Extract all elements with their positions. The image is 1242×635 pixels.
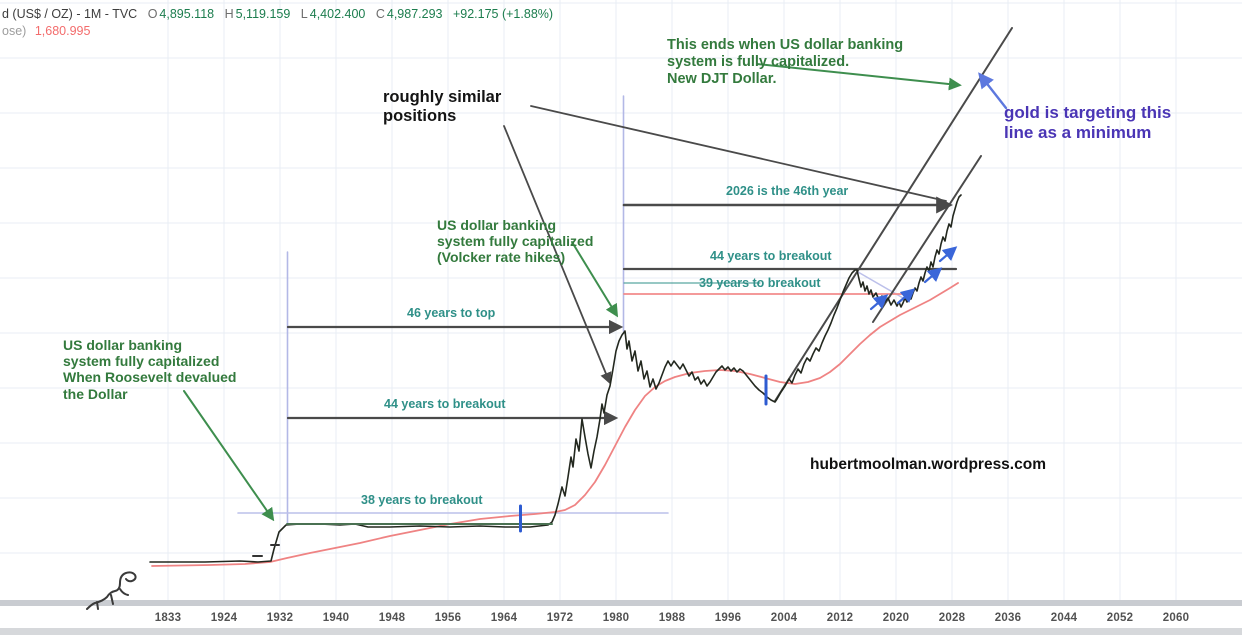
green-arrow-top [756,63,962,91]
connector-roughly-similar-2 [503,125,612,385]
change-value: +92.175 (+1.88%) [452,7,554,21]
annotation-gold-target: gold is targeting this line as a minimum [1004,103,1172,142]
blue-mark-2 [896,288,916,305]
annotation-44-years-breakout-right: 44 years to breakout [710,249,832,263]
x-label-2060: 2060 [1162,612,1190,624]
ohlc-high: H 5,119.159 [224,7,291,21]
symbol-info-bar[interactable]: d (US$ / OZ) - 1M - TVC O 4,895.118 H 5,11… [2,7,553,21]
watermark: hubertmoolman.wordpress.com [810,456,1046,473]
x-label-1940: 1940 [322,612,350,624]
annotation-this-ends: This ends when US dollar banking system … [667,37,904,87]
x-label-2036: 2036 [994,612,1022,624]
bottom-scroll-strip [0,628,1242,635]
x-label-2028: 2028 [938,612,966,624]
x-label-2020: 2020 [882,612,910,624]
x-label-1996: 1996 [714,612,742,624]
trendline-upper [872,155,982,323]
symbol-title[interactable]: d (US$ / OZ) - 1M - TVC [2,7,138,21]
x-label-2004: 2004 [770,612,798,624]
prev-close-bar: ose) 1,680.995 [2,24,90,38]
x-label-2044: 2044 [1050,612,1078,624]
x-label-1972: 1972 [546,612,574,624]
annotation-roughly-similar: roughly similar positions [383,88,502,126]
annotation-46-years-to-top: 46 years to top [407,306,496,320]
prev-close-label: ose) [2,24,27,38]
prev-close-value: 1,680.995 [34,24,91,38]
x-label-1988: 1988 [658,612,686,624]
x-label-1980: 1980 [602,612,630,624]
annotation-volcker: US dollar banking system fully capitaliz… [437,217,594,266]
ohlc-low: L 4,402.400 [300,7,366,21]
green-arrow-roosevelt [183,390,275,522]
annotation-39-years-breakout: 39 years to breakout [699,276,821,290]
ohlc-close: C 4,987.293 [375,7,443,21]
dinosaur-doodle [86,571,137,610]
annotation-roosevelt: US dollar banking system fully capitaliz… [63,337,237,402]
annotation-year-2026: 2026 is the 46th year [726,184,849,198]
x-label-1833: 1833 [154,612,182,624]
x-label-1956: 1956 [434,612,462,624]
x-label-2052: 2052 [1106,612,1134,624]
blue-arrow-target [978,72,1008,110]
x-label-1964: 1964 [490,612,518,624]
time-axis[interactable]: 1833 1924 1932 1940 1948 1956 1964 1972 1980 1988… [0,606,1242,628]
green-arrow-volcker [571,241,619,318]
x-label-1948: 1948 [378,612,406,624]
x-label-2012: 2012 [826,612,854,624]
ohlc-open: O 4,895.118 [147,7,215,21]
grid [0,0,1242,600]
time-axis-border [0,600,1242,606]
connector-roughly-similar-1 [530,105,947,202]
annotation-44-years-breakout-left: 44 years to breakout [384,397,506,411]
annotation-38-years-breakout: 38 years to breakout [361,493,483,507]
blue-mark-1 [869,294,889,311]
x-label-1932: 1932 [266,612,294,624]
ma-line [151,282,959,567]
blue-mark-4 [938,246,958,263]
blue-mark-3 [923,267,943,284]
x-label-1924: 1924 [210,612,238,624]
trendline-main [774,27,1013,402]
